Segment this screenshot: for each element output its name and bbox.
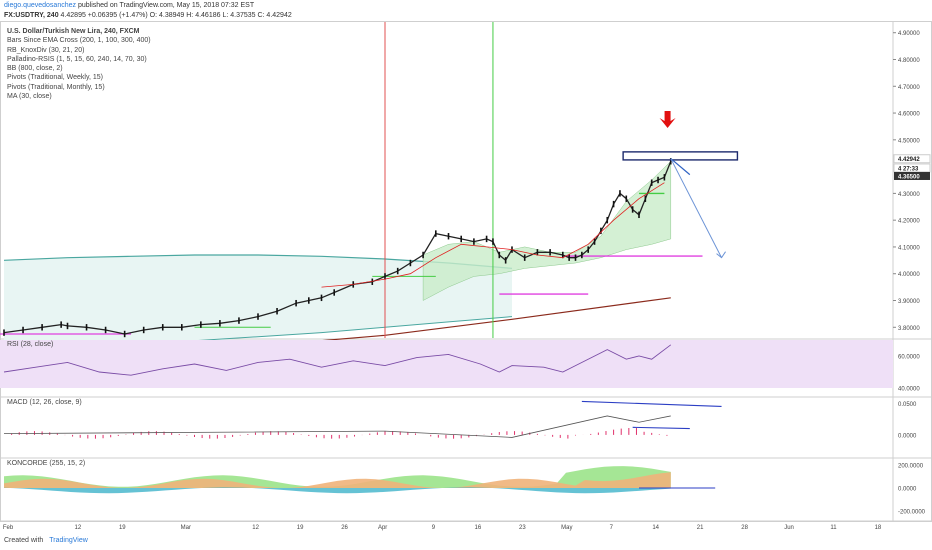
konkorde-tick-label: -200.0000 — [898, 510, 926, 516]
time-tick-label: 18 — [875, 525, 882, 531]
konkorde-tick-label: 200.0000 — [898, 463, 924, 469]
time-tick-label: 19 — [297, 525, 304, 531]
arrow-head — [716, 251, 726, 259]
price-tag — [893, 154, 931, 164]
price-tag — [894, 171, 930, 180]
time-tick-label: 19 — [119, 525, 126, 531]
indicator-entry[interactable]: Pivots (Traditional, Monthly, 15) — [7, 83, 105, 91]
created-with-text: Created with — [4, 537, 44, 544]
time-tick-label: 23 — [519, 525, 526, 531]
main-pane-title: U.S. Dollar/Turkish New Lira, 240, FXCM — [7, 28, 140, 35]
price-tick-label: 4.30000 — [898, 192, 920, 198]
price-tick-label: 3.90000 — [898, 299, 920, 305]
macd-divergence-line — [632, 426, 690, 430]
price-tick-label: 3.80000 — [898, 326, 920, 332]
price-tag-label: 4.36500 — [898, 174, 920, 180]
rsi-line — [3, 344, 672, 376]
indicator-legend: U.S. Dollar/Turkish New Lira, 240, FXCM … — [7, 27, 151, 101]
time-tick-label: Mar — [181, 525, 191, 531]
time-tick-label: 11 — [830, 525, 837, 531]
price-tick-label: 4.60000 — [898, 112, 920, 118]
price-tag — [893, 163, 931, 173]
tradingview-logo[interactable]: TradingView — [49, 537, 88, 544]
published-text: published on TradingView.com, May 15, 20… — [77, 2, 255, 9]
quote-values: 4.42895 +0.06395 (+1.47%) O: 4.38949 H: … — [60, 12, 292, 19]
author-link[interactable]: diego.quevedosanchez — [4, 2, 77, 9]
indicator-entry[interactable]: BB (800, close, 2) — [7, 65, 63, 73]
indicator-entry[interactable]: Bars Since EMA Cross (200, 1, 100, 300, … — [7, 37, 151, 45]
rsi-tick-label: 60.0000 — [898, 355, 920, 361]
macd-tick-label: 0.0500 — [898, 402, 917, 408]
price-tick-label: 4.80000 — [898, 58, 920, 64]
price-tag-label: 4.42942 — [898, 157, 920, 163]
price-tick-label: 4.20000 — [898, 219, 920, 225]
konkorde-blue-area — [4, 487, 671, 494]
publish-line: diego.quevedosanchez published on Tradin… — [4, 2, 254, 9]
time-tick-label: Feb — [3, 525, 14, 531]
trend-ribbon-fill — [422, 160, 672, 301]
time-tick-label: Apr — [378, 525, 387, 531]
projection-line — [670, 158, 691, 176]
time-tick-label: 16 — [475, 525, 482, 531]
price-tag-label: 4 27:33 — [898, 166, 919, 172]
rsi-tick-label: 40.0000 — [898, 387, 920, 393]
symbol-label: FX:USDTRY, 240 — [4, 12, 59, 19]
indicator-entry[interactable]: Palladino-RSIS (1, 5, 15, 60, 240, 14, 7… — [7, 55, 147, 63]
indicator-entry[interactable]: RB_KnoxDiv (30, 21, 20) — [7, 46, 85, 54]
resistance-box — [622, 151, 739, 161]
quote-line: FX:USDTRY, 240 4.42895 +0.06395 (+1.47%)… — [4, 12, 292, 19]
rsi-pane-label[interactable]: RSI (28, close) — [7, 341, 54, 348]
price-tick-label: 4.50000 — [898, 138, 920, 144]
rsi-band-fill — [0, 340, 893, 388]
macd-pane-label[interactable]: MACD (12, 26, close, 9) — [7, 399, 82, 406]
indicator-entry[interactable]: Pivots (Traditional, Weekly, 15) — [7, 74, 103, 82]
ma-line — [321, 182, 665, 288]
time-tick-label: 9 — [432, 525, 436, 531]
time-tick-label: 28 — [741, 525, 748, 531]
konkorde-orange-area — [4, 472, 671, 488]
indicator-entry[interactable]: MA (30, close) — [7, 93, 52, 101]
time-tick-label: 7 — [610, 525, 614, 531]
time-tick-label: Jun — [784, 525, 794, 531]
footer: Created with TradingView — [4, 537, 88, 544]
konkorde-pane-label[interactable]: KONCORDE (255, 15, 2) — [7, 460, 86, 467]
price-line — [3, 161, 672, 335]
time-tick-label: 14 — [652, 525, 659, 531]
time-tick-label: May — [561, 525, 572, 531]
projection-arrow — [670, 158, 722, 258]
time-tick-label: 21 — [697, 525, 704, 531]
red-down-arrow-icon — [659, 111, 676, 128]
price-tick-label: 4.00000 — [898, 272, 920, 278]
macd-divergence-line — [581, 400, 722, 408]
price-tick-label: 4.70000 — [898, 85, 920, 91]
macd-tick-label: 0.0000 — [898, 433, 917, 439]
macd-line — [3, 415, 671, 438]
konkorde-tick-label: 0.0000 — [898, 487, 917, 493]
price-tick-label: 4.10000 — [898, 245, 920, 251]
price-tick-label: 4.90000 — [898, 31, 920, 37]
time-tick-label: 12 — [252, 525, 259, 531]
time-tick-label: 26 — [341, 525, 348, 531]
time-tick-label: 12 — [75, 525, 82, 531]
